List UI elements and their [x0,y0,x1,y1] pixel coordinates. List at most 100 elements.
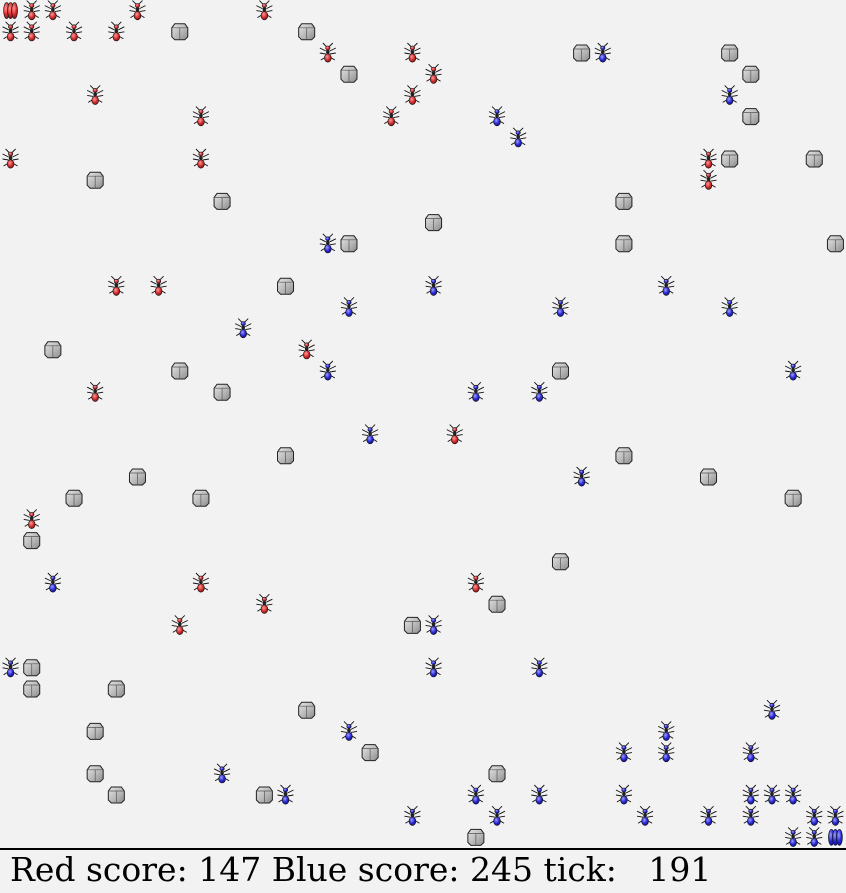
rock-icon [573,44,591,62]
blue-ant-icon [658,721,675,741]
blue-ant-icon [531,381,548,402]
blue-ant-icon [2,657,19,678]
rock-icon [721,44,739,62]
rock-icon [128,468,146,486]
red-ant-icon [700,169,717,190]
red-ant-icon [467,572,485,593]
blue-score-value: 245 [470,850,533,889]
blue-ant-icon [509,127,527,148]
rock-icon [86,765,104,783]
blue-ant-icon [806,805,823,826]
rock-icon [340,235,358,253]
red-ant-icon [404,42,421,63]
rock-icon [340,65,358,83]
red-ant-icon [65,21,83,42]
rock-icon [23,532,41,550]
blue-ant-icon [340,721,358,741]
rock-icon [213,192,231,210]
red-ant-icon [425,63,442,84]
rock-icon [255,786,273,804]
rock-icon [298,701,316,719]
red-ant-icon [192,106,210,127]
blue-ant-icon [784,827,802,847]
red-ant-icon [404,85,421,105]
red-nest-icon [3,2,18,19]
rock-icon [23,680,41,698]
rock-icon [192,489,210,507]
rock-icon [403,616,421,634]
red-ant-icon [192,148,210,169]
rock-icon [805,150,823,168]
rock-icon [86,171,104,189]
red-ant-icon [23,509,40,529]
blue-ant-icon [425,657,442,678]
board-canvas [2,0,844,847]
rock-icon [551,553,569,571]
rock-icon [615,447,633,465]
rock-icon [107,786,125,804]
blue-ant-icon [467,381,485,402]
rock-icon [721,150,739,168]
red-ant-icon [319,42,337,63]
red-ant-icon [23,0,40,21]
red-ant-icon [171,615,188,635]
red-score-label: Red score: [10,850,188,889]
red-ant-icon [256,593,273,614]
red-ant-icon [86,85,104,105]
blue-ant-icon [742,784,760,805]
blue-ant-icon [658,275,675,296]
blue-ant-icon [806,827,823,847]
rock-icon [742,65,760,83]
rock-icon [277,447,295,465]
rock-icon [784,489,802,507]
red-ant-icon [383,106,400,127]
blue-ant-icon [827,805,844,826]
blue-ant-icon [425,615,442,635]
blue-ant-icon [742,742,760,763]
blue-ant-icon [531,784,548,805]
red-ant-icon [129,0,146,21]
blue-ant-icon [742,805,760,826]
blue-ant-icon [658,742,675,763]
red-ant-icon [108,275,125,296]
red-ant-icon [44,0,62,21]
blue-ant-icon [319,360,337,381]
red-ant-icon [86,381,104,402]
red-ant-icon [256,0,273,21]
blue-ant-icon [594,42,611,63]
blue-ant-icon [784,360,802,381]
blue-ant-icon [488,106,506,127]
blue-ant-icon [277,784,294,805]
rock-icon [171,23,189,41]
red-ant-icon [700,148,717,169]
rock-icon [615,192,633,210]
blue-ant-icon [361,424,379,445]
blue-ant-icon [552,297,569,317]
blue-nest-icon [828,829,843,846]
blue-ant-icon [721,297,738,317]
blue-ant-icon [319,233,337,254]
rock-icon [551,362,569,380]
red-ant-icon [2,148,19,169]
blue-ant-icon [700,805,717,826]
blue-ant-icon [721,85,738,105]
rock-icon [23,659,41,677]
tick-value: 191 [648,850,712,889]
blue-ant-icon [763,699,781,720]
blue-ant-icon [425,275,442,296]
rock-icon [425,214,443,232]
blue-ant-icon [615,784,633,805]
red-ant-icon [108,21,125,42]
rock-icon [467,828,485,846]
rock-icon [488,595,506,613]
blue-ant-icon [531,657,548,678]
red-ant-icon [2,21,19,42]
blue-ant-icon [636,805,654,826]
blue-ant-icon [404,805,421,826]
rock-icon [107,680,125,698]
rock-icon [44,341,62,359]
rock-icon [700,468,718,486]
rock-icon [742,108,760,126]
red-score-value: 147 [198,850,262,889]
status-bar: Red score: 147 Blue score: 245 tick: 191 [0,850,846,893]
